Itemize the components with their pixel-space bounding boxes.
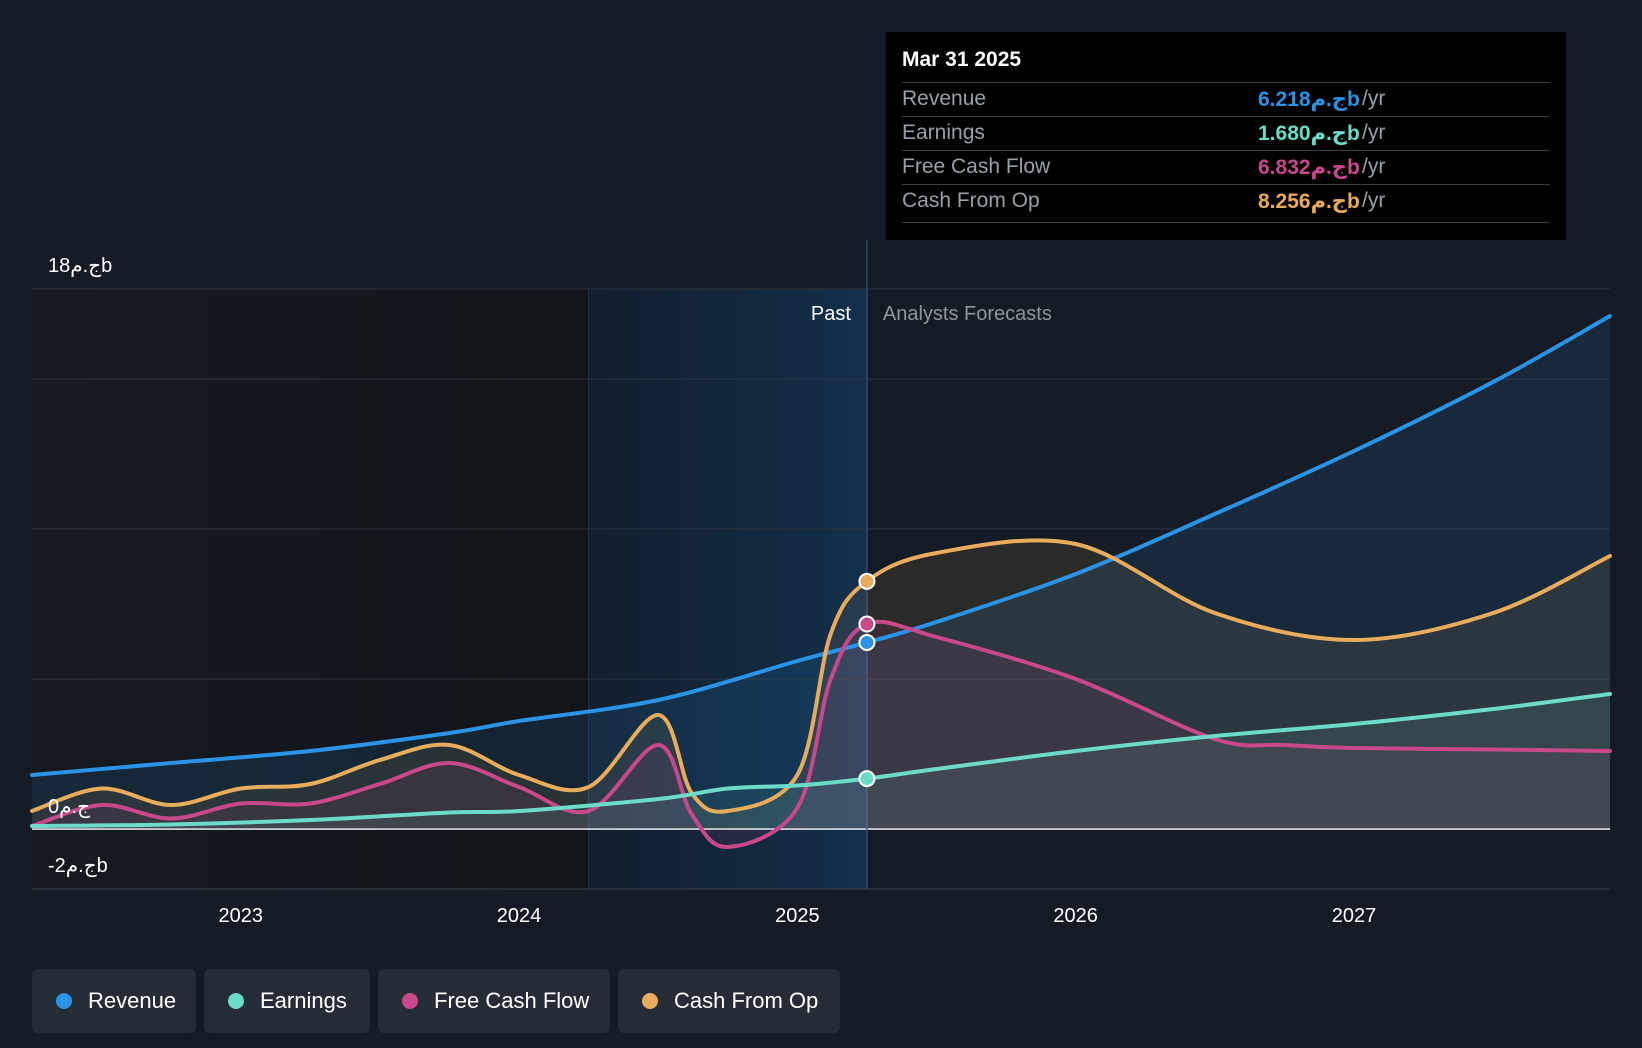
tooltip-date: Mar 31 2025 — [902, 48, 1022, 71]
x-tick-2027: 2027 — [1332, 905, 1377, 927]
x-tick-2024: 2024 — [497, 905, 542, 927]
revenue-line — [30, 314, 1612, 777]
past-label: Past — [811, 303, 851, 325]
tooltip-value: 1.680ج.مb — [1258, 122, 1360, 145]
free-cash-flow-line — [30, 619, 1612, 849]
x-tick-2025: 2025 — [775, 905, 820, 927]
earnings-area — [32, 694, 1610, 829]
forecast-label: Analysts Forecasts — [883, 303, 1052, 325]
legend-item-free-cash-flow[interactable]: Free Cash Flow — [378, 969, 610, 1033]
tooltip-divider — [902, 222, 1550, 223]
legend-label: Earnings — [260, 988, 347, 1013]
revenue-area — [32, 316, 1610, 829]
tooltip-label: Free Cash Flow — [902, 155, 1051, 178]
tooltip-unit: /yr — [1362, 87, 1386, 110]
free-cash-flow-marker — [858, 615, 876, 633]
legend-item-earnings[interactable]: Earnings — [204, 969, 370, 1033]
tooltip-label: Earnings — [902, 121, 985, 144]
free-cash-flow-dot-icon — [402, 993, 418, 1009]
y-label-zero: 0ج.م — [48, 796, 90, 818]
free-cash-flow-area — [32, 621, 1610, 848]
earnings-marker — [858, 770, 876, 788]
earnings-line — [30, 692, 1612, 828]
tooltip-row-cash-from-op: Cash From Op 8.256ج.مb /yr — [902, 184, 1550, 219]
revenue-dot-icon — [56, 993, 72, 1009]
tooltip-value: 8.256ج.مb — [1258, 190, 1360, 213]
tooltip-unit: /yr — [1362, 121, 1386, 144]
tooltip-row-revenue: Revenue 6.218ج.مb /yr — [902, 82, 1550, 117]
tooltip-label: Revenue — [902, 87, 987, 110]
tooltip-value: 6.218ج.مb — [1258, 88, 1360, 111]
revenue-marker — [858, 633, 876, 651]
x-tick-2026: 2026 — [1053, 905, 1098, 927]
tooltip-row-free-cash-flow: Free Cash Flow 6.832ج.مb /yr — [902, 150, 1550, 185]
tooltip-panel: Mar 31 2025 Revenue 6.218ج.مb /yr Earnin… — [886, 32, 1566, 240]
tooltip-unit: /yr — [1362, 189, 1386, 212]
cash-from-op-line — [30, 538, 1612, 814]
earnings-dot-icon — [228, 993, 244, 1009]
tooltip-unit: /yr — [1362, 155, 1386, 178]
cash-from-op-dot-icon — [642, 993, 658, 1009]
y-label-bottom: -2ج.مb — [48, 855, 108, 877]
cash-from-op-marker — [858, 572, 876, 590]
tooltip-row-earnings: Earnings 1.680ج.مb /yr — [902, 116, 1550, 151]
legend-label: Cash From Op — [674, 988, 819, 1013]
y-label-top: 18ج.مb — [48, 255, 112, 277]
tooltip-value: 6.832ج.مb — [1258, 156, 1360, 179]
legend-label: Revenue — [88, 988, 177, 1013]
x-tick-2023: 2023 — [218, 905, 263, 927]
legend-item-cash-from-op[interactable]: Cash From Op — [618, 969, 840, 1033]
tooltip-label: Cash From Op — [902, 189, 1040, 212]
legend-label: Free Cash Flow — [434, 988, 590, 1013]
legend-item-revenue[interactable]: Revenue — [32, 969, 196, 1033]
